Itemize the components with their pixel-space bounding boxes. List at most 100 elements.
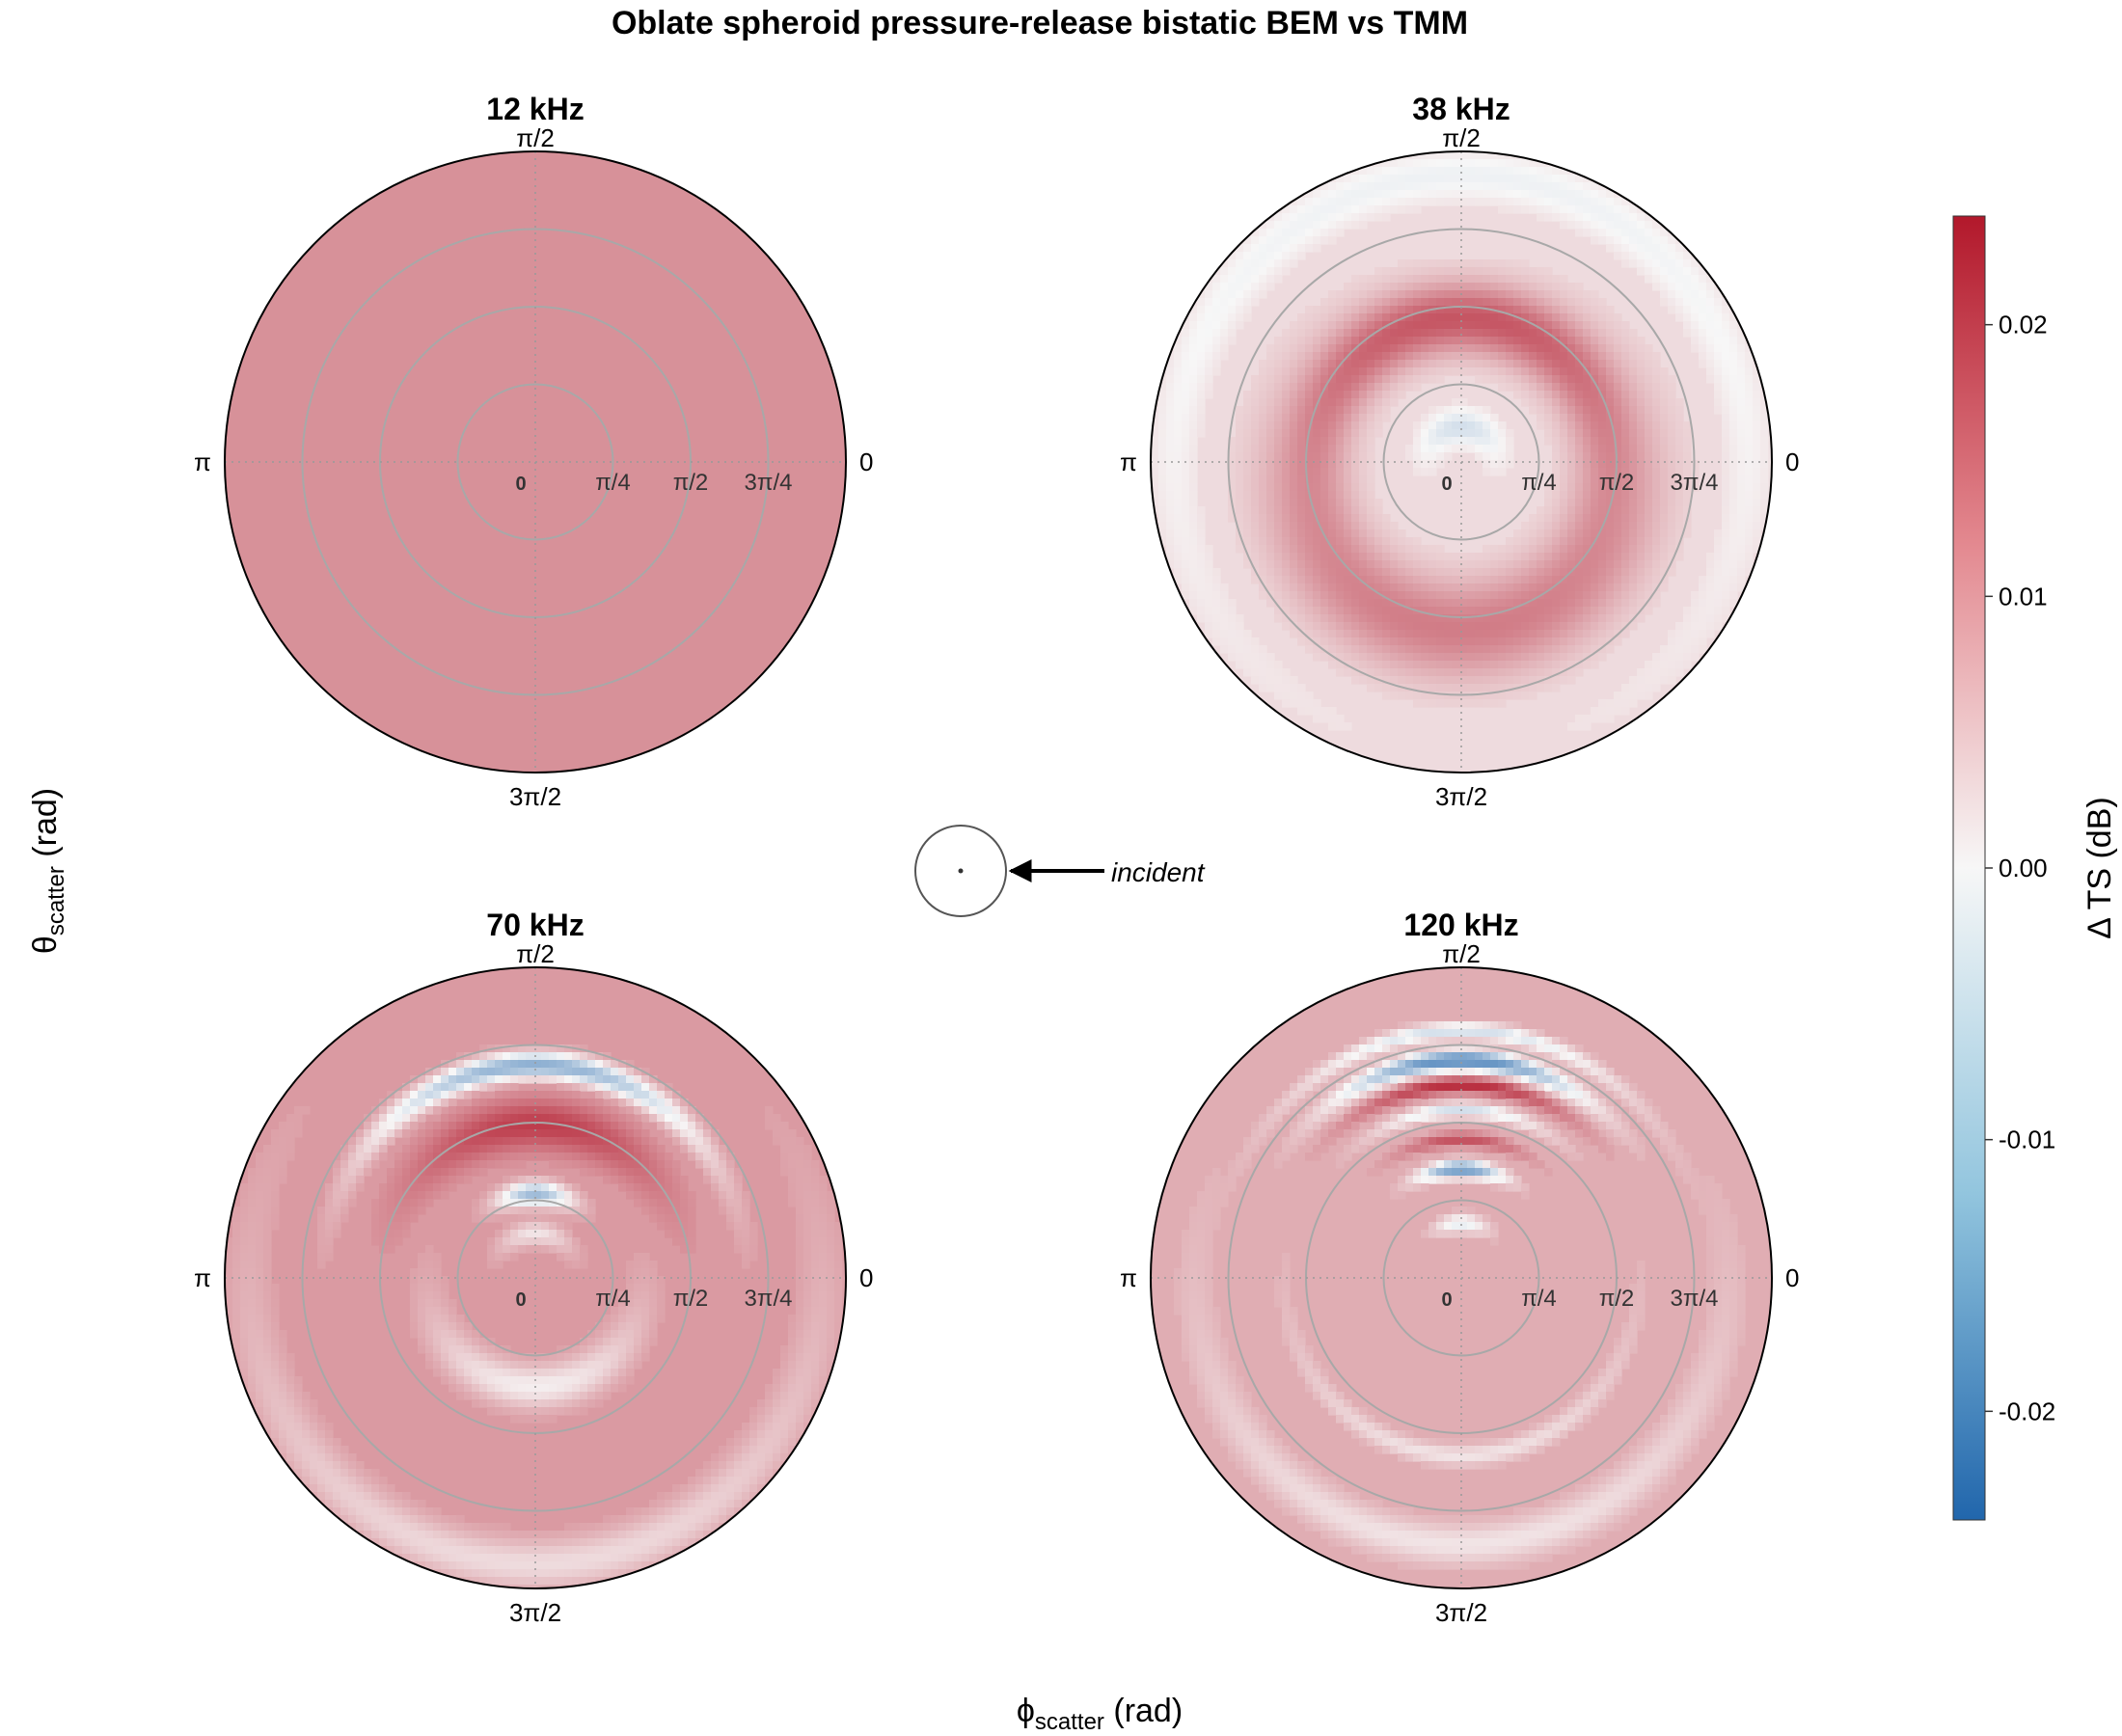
heatmap-cell xyxy=(456,1060,465,1069)
heatmap-cell xyxy=(811,1176,820,1184)
heatmap-cell xyxy=(1629,344,1638,353)
heatmap-cell xyxy=(487,1153,496,1161)
heatmap-cell xyxy=(1552,607,1561,615)
heatmap-cell xyxy=(1506,607,1514,615)
heatmap-cell xyxy=(1182,375,1190,384)
heatmap-cell xyxy=(418,1176,426,1184)
heatmap-cell xyxy=(379,1106,388,1115)
heatmap-cell xyxy=(1344,344,1352,353)
heatmap-cell xyxy=(580,1075,588,1084)
heatmap-cell xyxy=(1598,337,1607,345)
heatmap-cell xyxy=(1560,306,1568,314)
heatmap-cell xyxy=(1259,429,1267,438)
heatmap-cell xyxy=(1591,398,1599,407)
heatmap-cell xyxy=(1421,684,1429,692)
heatmap-cell xyxy=(271,1153,280,1161)
heatmap-cell xyxy=(1552,321,1561,330)
heatmap-cell xyxy=(1351,190,1360,199)
heatmap-cell xyxy=(1475,645,1483,654)
heatmap-cell xyxy=(1282,491,1291,500)
heatmap-cell xyxy=(1467,568,1476,577)
heatmap-cell xyxy=(1691,313,1700,322)
heatmap-cell xyxy=(649,1083,658,1092)
heatmap-cell xyxy=(1390,313,1399,322)
heatmap-cell xyxy=(1436,653,1445,662)
heatmap-cell xyxy=(572,1122,581,1130)
heatmap-cell xyxy=(1220,306,1229,314)
heatmap-cell xyxy=(1166,421,1175,430)
heatmap-cell xyxy=(1552,306,1561,314)
heatmap-cell xyxy=(1668,252,1676,260)
heatmap-cell xyxy=(1459,560,1468,569)
heatmap-cell xyxy=(1498,259,1507,268)
heatmap-cell xyxy=(1683,499,1692,507)
heatmap-cell xyxy=(1529,599,1537,608)
heatmap-cell xyxy=(1436,159,1445,168)
heatmap-cell xyxy=(503,1207,511,1215)
heatmap-cell xyxy=(518,1060,527,1069)
heatmap-cell xyxy=(1621,229,1630,237)
heatmap-cell xyxy=(1313,321,1321,330)
heatmap-cell xyxy=(1243,275,1252,284)
heatmap-cell xyxy=(1683,236,1692,245)
heatmap-cell xyxy=(557,1222,565,1231)
heatmap-cell xyxy=(1251,421,1260,430)
heatmap-cell xyxy=(1583,375,1592,384)
heatmap-cell xyxy=(1382,267,1391,276)
heatmap-cell xyxy=(1591,313,1599,322)
heatmap-cell xyxy=(1266,391,1275,399)
heatmap-cell xyxy=(1320,205,1329,214)
heatmap-cell xyxy=(1637,445,1646,453)
heatmap-cell xyxy=(1614,537,1622,546)
heatmap-cell xyxy=(1645,576,1653,584)
heatmap-cell xyxy=(1228,645,1237,654)
heatmap-cell xyxy=(1598,213,1607,222)
heatmap-cell xyxy=(487,1183,496,1192)
heatmap-cell xyxy=(1205,545,1213,554)
heatmap-cell xyxy=(1382,290,1391,299)
heatmap-cell xyxy=(1359,661,1368,669)
heatmap-cell xyxy=(1459,267,1468,276)
heatmap-cell xyxy=(1529,360,1537,368)
heatmap-cell xyxy=(641,1207,650,1215)
heatmap-cell xyxy=(1182,445,1190,453)
heatmap-cell xyxy=(1266,475,1275,484)
heatmap-cell xyxy=(1428,329,1437,338)
heatmap-cell xyxy=(1344,560,1352,569)
heatmap-cell xyxy=(1645,244,1653,253)
heatmap-cell xyxy=(1259,522,1267,530)
heatmap-cell xyxy=(665,1153,673,1161)
heatmap-cell xyxy=(1413,583,1422,592)
heatmap-cell xyxy=(1320,560,1329,569)
heatmap-cell xyxy=(1382,313,1391,322)
heatmap-cell xyxy=(1506,661,1514,669)
heatmap-cell xyxy=(263,1245,272,1254)
heatmap-cell xyxy=(1467,360,1476,368)
heatmap-cell xyxy=(1282,452,1291,461)
heatmap-cell xyxy=(1706,599,1715,608)
heatmap-cell xyxy=(1328,637,1337,646)
heatmap-cell xyxy=(533,1114,542,1123)
heatmap-cell xyxy=(1259,468,1267,476)
heatmap-cell xyxy=(765,1114,774,1123)
heatmap-cell xyxy=(1537,213,1545,222)
heatmap-cell xyxy=(1243,414,1252,422)
heatmap-cell xyxy=(649,1114,658,1123)
heatmap-cell xyxy=(1683,421,1692,430)
heatmap-cell xyxy=(1467,167,1476,176)
heatmap-cell xyxy=(356,1183,365,1192)
heatmap-cell xyxy=(1166,383,1175,392)
heatmap-cell xyxy=(1753,398,1761,407)
heatmap-cell xyxy=(1537,560,1545,569)
heatmap-cell xyxy=(1158,475,1167,484)
heatmap-cell xyxy=(286,1129,295,1138)
heatmap-cell xyxy=(1290,452,1298,461)
heatmap-cell xyxy=(626,1106,635,1115)
heatmap-cell xyxy=(1351,198,1360,206)
heatmap-cell xyxy=(1483,290,1491,299)
heatmap-cell xyxy=(603,1075,612,1084)
heatmap-cell xyxy=(1444,313,1453,322)
heatmap-cell xyxy=(1498,190,1507,199)
heatmap-cell xyxy=(672,1222,681,1231)
heatmap-cell xyxy=(1544,661,1553,669)
